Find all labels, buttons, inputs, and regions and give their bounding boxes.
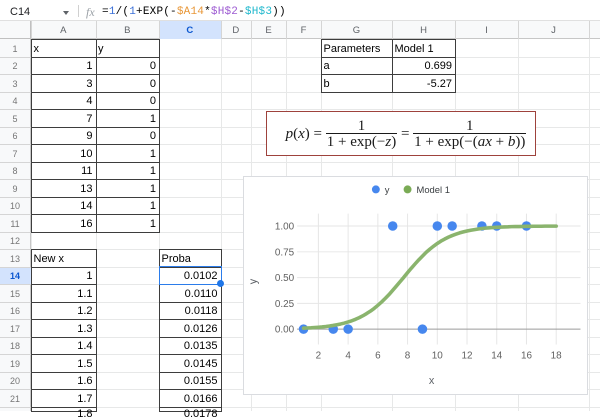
svg-text:4: 4 <box>345 350 351 361</box>
svg-text:2: 2 <box>316 350 322 361</box>
svg-text:14: 14 <box>491 350 503 361</box>
svg-text:10: 10 <box>432 350 444 361</box>
svg-text:12: 12 <box>462 350 473 361</box>
svg-text:x: x <box>429 375 435 387</box>
svg-text:0.00: 0.00 <box>275 325 295 336</box>
svg-text:y: y <box>247 278 259 284</box>
svg-text:0.50: 0.50 <box>275 273 295 284</box>
svg-text:18: 18 <box>551 350 563 361</box>
svg-text:Model 1: Model 1 <box>416 184 449 195</box>
svg-text:0.75: 0.75 <box>275 247 295 258</box>
svg-text:16: 16 <box>521 350 533 361</box>
svg-text:6: 6 <box>375 350 381 361</box>
svg-text:0.25: 0.25 <box>275 299 295 310</box>
svg-text:1.00: 1.00 <box>275 222 295 233</box>
svg-text:8: 8 <box>405 350 411 361</box>
svg-text:y: y <box>385 184 390 195</box>
